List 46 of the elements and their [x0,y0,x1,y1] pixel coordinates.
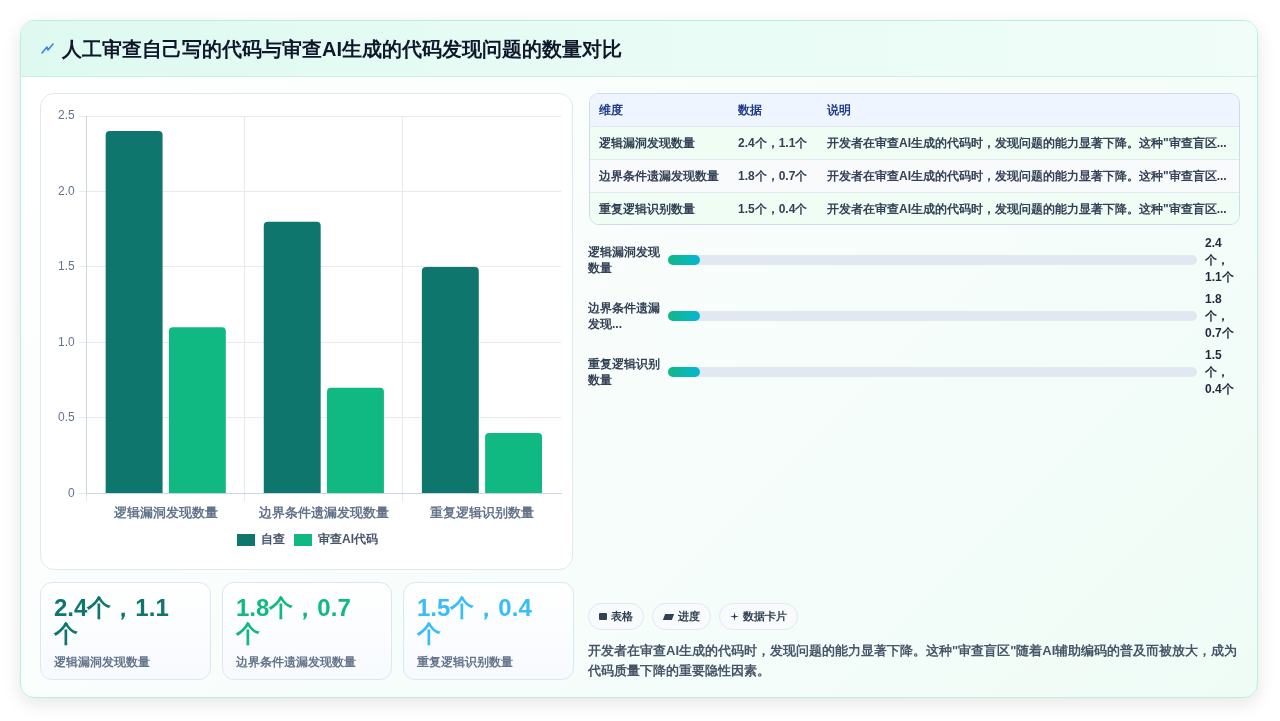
text: 开发者在审查AI生成的代码时，发现问题的能力显著下降。这种"审查盲区"随着AI辅助编码的普及而被放大，成为代码质量下降的重要隐性因素。 [588,642,1239,680]
y-tick-label: 0.5 [57,410,75,425]
category-label: 重复逻辑识别数量 [588,356,661,388]
category-label: 进度 [678,609,700,624]
category-label: 数据卡片 [743,609,787,624]
category-label: 表格 [611,609,633,624]
chart-title: 人工审查自己写的代码与审查AI生成的代码发现问题的数量对比 [62,37,622,62]
category-label: 逻辑漏洞发现数量 [54,654,150,671]
category-label: 维度 [599,101,623,119]
x-tick-label: 重复逻辑识别数量 [428,504,534,520]
bar [485,433,543,493]
category-label: 数据 [738,101,762,119]
text: 开发者在审查AI生成的代码时，发现问题的能力显著下降。这种"审查盲区... [827,167,1227,185]
bar [421,266,479,493]
text: 重复逻辑识别数量 [599,200,695,218]
legend-label: 审查AI代码 [318,532,378,547]
x-tick-label: 逻辑漏洞发现数量 [112,504,218,520]
y-tick-label: 1.0 [57,334,75,349]
bar [168,327,226,493]
y-tick-label: 2.5 [57,108,75,123]
text: 1.8个，0.7个 [738,167,808,185]
text: 1.5个，0.4个 [1205,346,1235,398]
category-label: 说明 [827,101,851,119]
category-label: 边界条件遗漏发现数量 [236,654,356,671]
y-tick-label: 0 [67,485,75,500]
text: 开发者在审查AI生成的代码时，发现问题的能力显著下降。这种"审查盲区... [827,200,1227,218]
text: 1.8个，0.7个 [1205,290,1235,342]
text: 边界条件遗漏发现数量 [599,167,719,185]
bar [327,387,384,493]
text: 逻辑漏洞发现数量 [599,134,695,152]
y-tick-label: 2.0 [57,183,75,198]
text: 开发者在审查AI生成的代码时，发现问题的能力显著下降。这种"审查盲区... [827,134,1227,152]
text: 1.5个，0.4个 [417,594,533,647]
bar [263,221,321,493]
x-tick-label: 边界条件遗漏发现数量 [257,504,389,520]
text: 1.8个，0.7个 [236,594,352,647]
y-tick-label: 1.5 [57,259,75,274]
text: 2.4个，1.1个 [1205,234,1235,286]
text: 2.4个，1.1个 [54,594,170,647]
legend-label: 自查 [261,532,285,547]
category-label: 重复逻辑识别数量 [417,654,513,671]
bar [105,131,163,493]
category-label: 逻辑漏洞发现数量 [588,244,661,276]
category-label: 边界条件遗漏发现... [588,300,661,332]
text: 1.5个，0.4个 [738,200,808,218]
text: 2.4个，1.1个 [738,134,808,152]
